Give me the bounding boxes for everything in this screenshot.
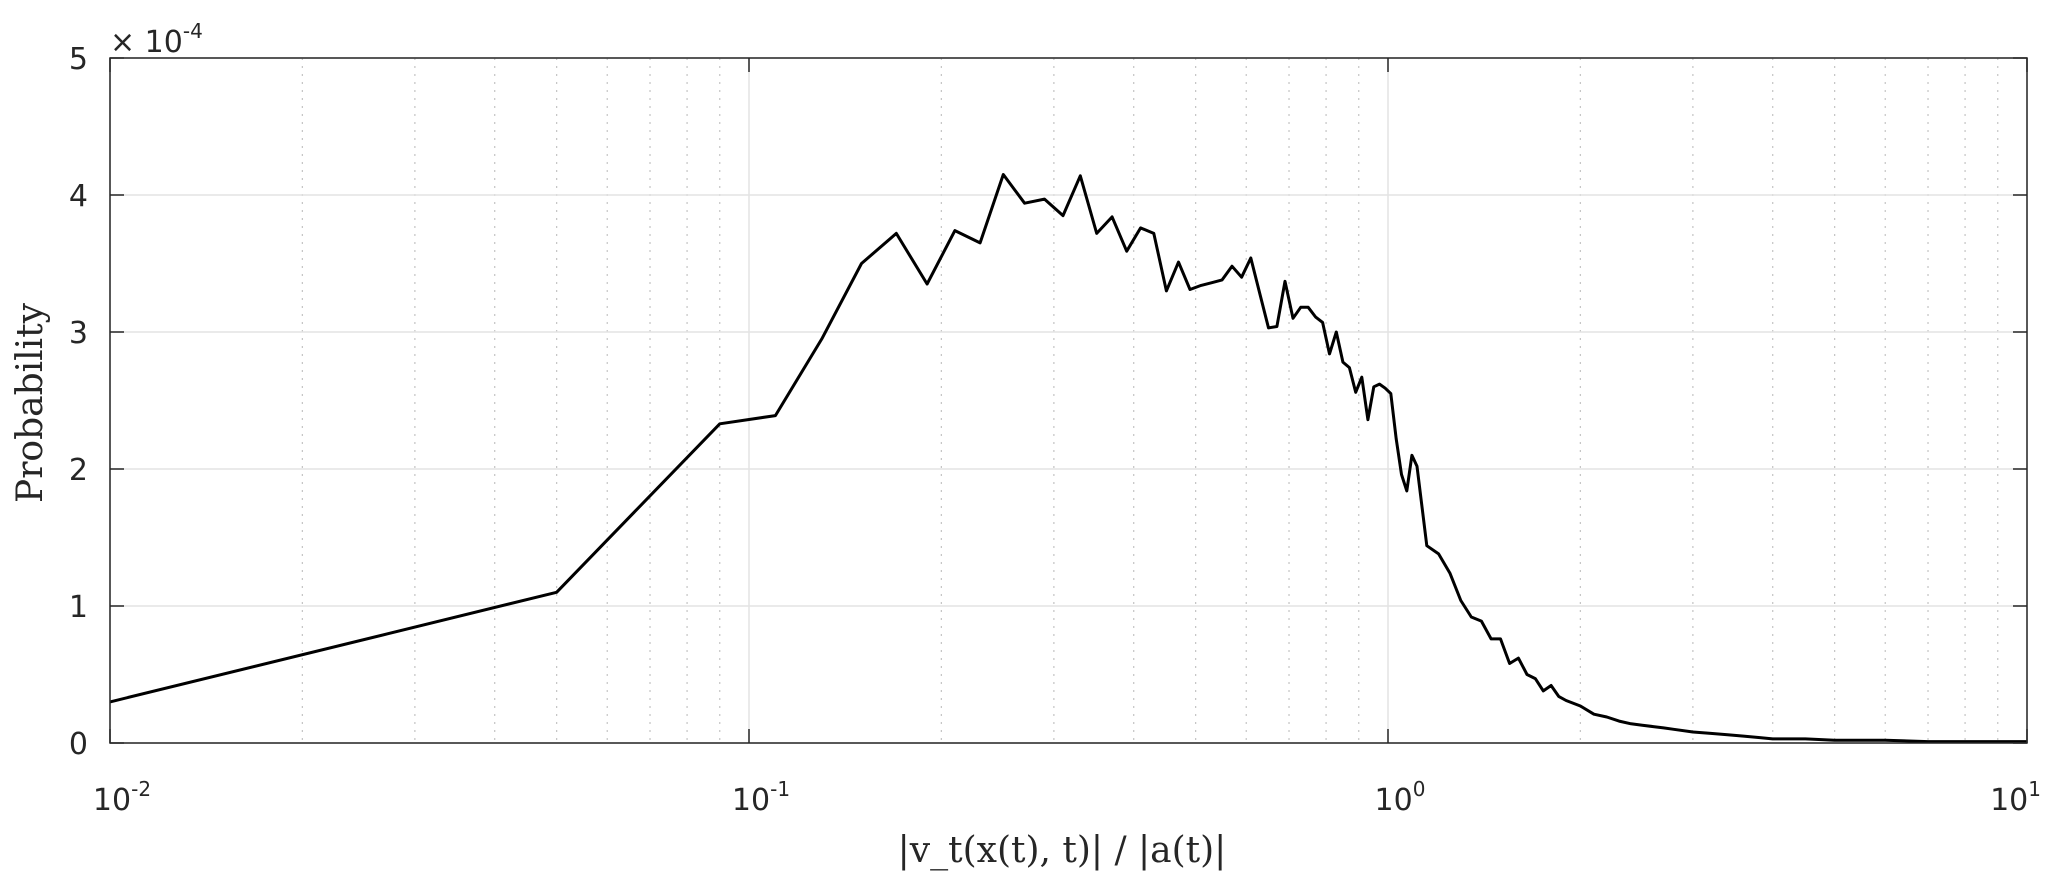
axis-ticks [109, 57, 2028, 744]
y-tick-label: 5 [69, 42, 88, 77]
minor-grid [301, 58, 1999, 743]
x-axis-title: |v_t(x(t), t)| / |a(t)| [898, 830, 1227, 871]
major-grid [109, 57, 2028, 744]
y-tick-label: 3 [69, 316, 88, 351]
y-axis-multiplier: × 10-4 [110, 19, 203, 60]
x-tick-label: 101 [1990, 777, 2041, 818]
x-tick-label: 10-1 [732, 777, 790, 818]
y-tick-label: 2 [69, 453, 88, 488]
y-tick-label: 0 [69, 727, 88, 762]
y-axis-title: Probability [10, 302, 51, 503]
y-multiplier-base: × 10 [110, 25, 183, 60]
series-line-probability [109, 173, 2027, 744]
x-tick-labels: 10-2 10-1 100 101 [93, 777, 2041, 818]
y-tick-label: 4 [69, 179, 88, 214]
plot-area-frame [109, 57, 2028, 744]
y-tick-labels: 0 1 2 3 4 5 [69, 42, 88, 762]
y-multiplier-exponent: -4 [183, 19, 203, 43]
y-tick-label: 1 [69, 590, 88, 625]
x-tick-label: 100 [1375, 777, 1426, 818]
x-tick-label: 10-2 [93, 777, 151, 818]
